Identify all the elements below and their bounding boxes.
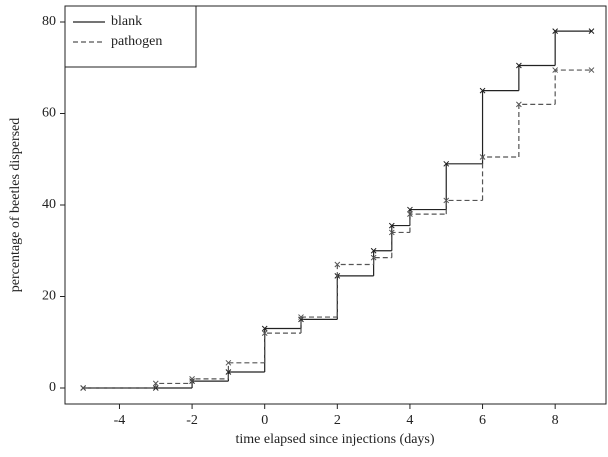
y-tick-label: 20: [42, 289, 56, 304]
step-segment: [264, 332, 302, 363]
point-marker: [552, 28, 559, 35]
legend-label: blank: [111, 14, 142, 29]
point-marker: [189, 375, 195, 382]
x-tick-label: 8: [552, 413, 559, 428]
step-segment: [391, 231, 410, 258]
step-segment: [481, 90, 519, 164]
point-marker: [407, 206, 413, 213]
y-tick-label: 40: [42, 197, 56, 212]
x-tick-label: 2: [334, 413, 341, 428]
x-axis-label: time elapsed since injections (days): [235, 432, 434, 447]
point-marker: [407, 211, 413, 218]
step-segment: [300, 318, 338, 329]
point-marker: [261, 325, 268, 332]
step-segment: [373, 250, 392, 276]
step-segment: [409, 213, 447, 233]
point-marker: [388, 229, 395, 236]
step-segment: [336, 275, 374, 320]
point-marker: [516, 101, 522, 108]
point-marker: [298, 314, 304, 320]
point-marker: [80, 385, 87, 391]
step-segment: [554, 69, 592, 105]
x-tick-label: 0: [261, 413, 268, 428]
step-segment: [445, 199, 483, 215]
step-segment: [409, 208, 447, 226]
point-marker: [479, 154, 486, 160]
step-segment: [264, 327, 302, 372]
y-tick-label: 80: [42, 14, 56, 29]
point-marker: [479, 87, 486, 94]
x-tick-label: -4: [114, 413, 126, 428]
point-marker: [334, 261, 341, 268]
x-tick-label: 4: [406, 413, 413, 428]
point-marker: [225, 369, 232, 375]
legend-box: [64, 5, 197, 68]
point-marker: [225, 359, 232, 366]
point-marker: [588, 28, 595, 35]
step-segment: [481, 156, 519, 201]
legend-label: pathogen: [111, 34, 162, 49]
point-marker: [516, 62, 522, 69]
point-marker: [552, 67, 559, 73]
step-segment: [373, 257, 392, 265]
step-segment: [336, 263, 374, 318]
step-segment: [227, 371, 265, 382]
point-marker: [370, 254, 377, 261]
step-segment: [445, 163, 483, 210]
step-segment: [227, 362, 265, 379]
y-axis-label: percentage of beetles dispersed: [8, 118, 23, 293]
x-tick-label: -2: [186, 413, 198, 428]
step-segment: [155, 382, 193, 388]
y-tick-label: 60: [42, 106, 56, 121]
step-segment: [191, 380, 229, 388]
step-segment: [518, 64, 556, 91]
step-segment: [518, 103, 556, 157]
point-marker: [388, 222, 395, 229]
step-segment: [391, 224, 410, 251]
point-marker: [261, 330, 268, 336]
point-marker: [443, 160, 450, 167]
point-marker: [443, 197, 450, 204]
point-marker: [370, 247, 377, 254]
point-marker: [588, 67, 595, 73]
x-tick-label: 6: [479, 413, 486, 428]
step-segment: [554, 30, 592, 66]
point-marker: [298, 316, 304, 323]
y-tick-label: 0: [49, 380, 56, 395]
point-marker: [152, 380, 159, 387]
